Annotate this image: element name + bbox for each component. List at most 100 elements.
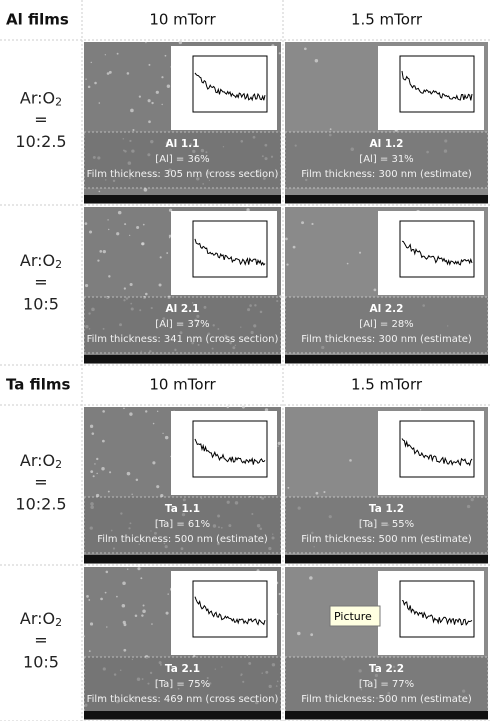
speckle [131, 493, 133, 495]
section-title: Al films [6, 11, 69, 29]
speckle [323, 490, 326, 494]
speckle [311, 222, 314, 226]
speckle [135, 478, 139, 482]
column-header: 10 mTorr [149, 376, 216, 394]
plot-frame [399, 220, 475, 278]
sample-name: Ta 2.1 [165, 663, 200, 675]
sem-cell: Ta 2.1 [Ta] = 75% Film thickness: 469 nm (… [83, 567, 282, 720]
scale-strip [84, 195, 281, 203]
plot-line [194, 596, 266, 626]
column-header: 10 mTorr [149, 11, 216, 29]
speckle [117, 210, 122, 215]
speckle [178, 40, 183, 45]
speckle [129, 412, 133, 416]
speckle [148, 120, 151, 124]
speckle [138, 95, 141, 98]
speckle [136, 225, 140, 229]
speckle [105, 570, 109, 574]
plot-line [401, 600, 473, 626]
composition: [Ta] = 75% [155, 679, 210, 690]
caption-band [284, 296, 489, 354]
plot-line [194, 238, 266, 267]
film-thickness: Film thickness: 300 nm (estimate) [301, 169, 472, 180]
speckle [315, 491, 319, 495]
speckle [155, 90, 159, 94]
speckle [107, 490, 110, 493]
speckle [121, 604, 126, 608]
speckle [159, 256, 162, 259]
speckle [106, 72, 110, 75]
speckle [85, 283, 89, 288]
speckle [89, 424, 94, 428]
speckle [84, 222, 88, 225]
column-header: 1.5 mTorr [351, 11, 423, 29]
speckle [100, 597, 103, 601]
speckle [145, 42, 147, 44]
speckle [304, 47, 307, 51]
composition: [Al] = 28% [359, 319, 413, 330]
speckle [278, 52, 281, 55]
speckle [264, 408, 269, 412]
speckle [96, 472, 98, 475]
speckle [104, 54, 106, 56]
speckle [161, 76, 164, 79]
plot-line [194, 72, 266, 102]
speckle [83, 635, 85, 638]
speckle [148, 63, 151, 66]
speckle [94, 463, 96, 465]
speckle [145, 292, 148, 296]
speckle [285, 237, 288, 241]
section-title: Ta films [6, 376, 71, 394]
sem-cell: Al 1.2 [Al] = 31% Film thickness: 300 nm (… [284, 42, 489, 204]
speckle [123, 407, 125, 410]
speckle [309, 576, 313, 580]
speckle [286, 263, 289, 266]
sample-name: Al 2.1 [166, 303, 200, 315]
film-thickness: Film thickness: 305 nm (cross section) [87, 169, 279, 180]
scale-strip [84, 555, 281, 563]
plot-frame [192, 420, 268, 478]
speckle [99, 250, 103, 253]
speckle [226, 405, 230, 409]
speckle [145, 410, 148, 413]
speckle [86, 595, 89, 598]
speckle [116, 52, 119, 55]
speckle [277, 445, 279, 447]
speckle [89, 622, 94, 626]
speckle [134, 614, 138, 618]
speckle [141, 242, 144, 246]
row-label-ratio: 10:5 [23, 295, 59, 314]
speckle [104, 591, 107, 594]
ratio-subscript: 2 [55, 96, 62, 109]
sem-cell: Ta 1.2 [Ta] = 55% Film thickness: 500 nm (… [284, 407, 489, 564]
speckle [165, 611, 169, 615]
speckle [297, 631, 301, 636]
speckle [130, 108, 134, 113]
sem-cell: Al 2.1 [Al] = 37% Film thickness: 341 nm (… [83, 207, 283, 364]
caption-band [83, 131, 282, 189]
plot-frame [192, 220, 268, 278]
sample-name: Ta 1.2 [369, 503, 404, 515]
speckle [123, 623, 127, 627]
speckle [310, 633, 314, 637]
film-thickness: Film thickness: 341 nm (cross section) [87, 334, 279, 345]
speckle [156, 410, 159, 413]
speckle [94, 81, 97, 85]
speckle [143, 188, 148, 192]
inset-plot [171, 411, 277, 495]
speckle [151, 101, 154, 105]
ratio-subscript: 2 [55, 616, 62, 629]
speckle [108, 275, 111, 278]
ratio-subscript: 2 [55, 258, 62, 271]
composition: [Ta] = 55% [359, 519, 414, 530]
sem-cell: Ta 2.2 [Ta] = 77% Film thickness: 500 nm (… [284, 567, 489, 720]
scale-strip [84, 355, 281, 363]
plot-frame [192, 55, 268, 113]
speckle [102, 439, 105, 443]
speckle [329, 128, 332, 131]
speckle [142, 604, 145, 607]
speckle [373, 288, 377, 292]
plot-frame [399, 580, 475, 638]
row-label-equals: = [34, 473, 47, 492]
speckle [126, 72, 130, 75]
